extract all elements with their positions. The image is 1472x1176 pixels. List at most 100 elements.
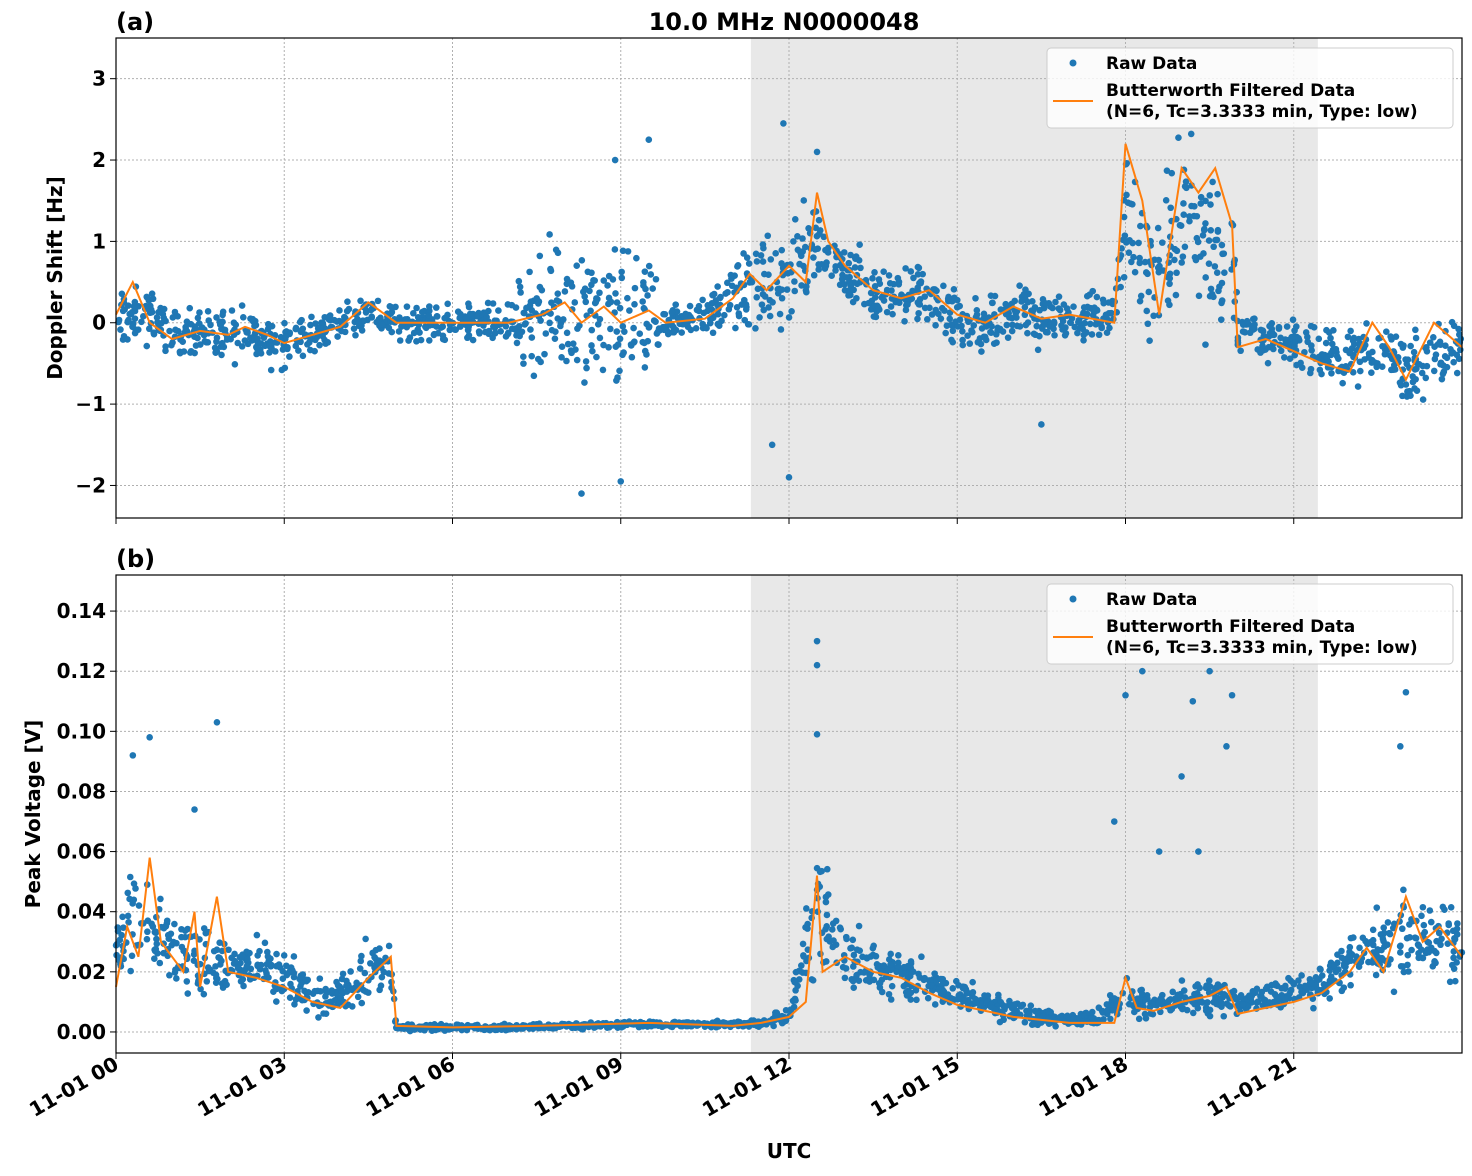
raw-data-point [641, 364, 649, 371]
raw-data-point [1413, 387, 1421, 394]
raw-data-point [425, 337, 433, 344]
raw-data-point [124, 336, 131, 343]
raw-data-point [1396, 942, 1404, 950]
raw-data-point [972, 999, 980, 1007]
raw-data-point [1099, 296, 1107, 304]
raw-data-point [809, 976, 817, 984]
raw-data-point [173, 975, 180, 982]
raw-data-point [1291, 342, 1298, 350]
raw-data-point [1197, 193, 1205, 201]
raw-data-point [376, 957, 383, 964]
raw-data-point [1136, 259, 1143, 267]
raw-data-point [1195, 292, 1203, 300]
raw-data-point [829, 943, 837, 951]
raw-data-point [1158, 239, 1166, 246]
raw-data-point [908, 295, 916, 302]
raw-data-point [367, 960, 374, 967]
raw-data-point [599, 366, 607, 374]
raw-data-point [780, 120, 787, 127]
raw-data-point [937, 975, 945, 983]
raw-data-point [968, 328, 976, 336]
raw-data-point [348, 1003, 356, 1010]
raw-data-point [131, 315, 139, 322]
raw-data-point [1447, 346, 1454, 353]
raw-data-point [581, 293, 589, 300]
raw-data-point [902, 970, 909, 978]
raw-data-point [1355, 335, 1363, 343]
raw-data-point [1346, 943, 1354, 951]
raw-data-point [324, 339, 332, 346]
raw-data-point [196, 936, 203, 943]
raw-data-point [614, 341, 622, 348]
raw-data-point [385, 942, 393, 950]
raw-data-point [1197, 997, 1205, 1005]
raw-data-point [271, 348, 279, 355]
raw-data-point [1368, 369, 1375, 376]
raw-data-point [937, 315, 945, 322]
raw-data-point [1034, 346, 1042, 354]
raw-data-point [950, 286, 958, 293]
raw-data-point [1218, 279, 1226, 287]
raw-data-point [343, 982, 350, 990]
raw-data-point [297, 338, 304, 346]
raw-data-point [533, 295, 541, 302]
raw-data-point [932, 306, 940, 314]
raw-data-point [298, 316, 305, 324]
raw-data-point [1409, 373, 1417, 380]
raw-data-point [273, 998, 280, 1005]
raw-data-point [778, 246, 786, 254]
raw-data-point [799, 235, 806, 242]
raw-data-point [166, 971, 173, 979]
raw-data-point [466, 310, 474, 318]
raw-data-point [374, 297, 382, 305]
raw-data-point [1137, 222, 1144, 230]
raw-data-point [1301, 348, 1308, 356]
raw-data-point [304, 341, 311, 348]
raw-data-point [1451, 935, 1458, 942]
raw-data-point [125, 918, 132, 926]
raw-data-point [1405, 968, 1412, 975]
raw-data-point [1052, 298, 1059, 306]
raw-data-point [813, 661, 821, 669]
raw-data-point [1308, 342, 1315, 349]
raw-data-point [446, 326, 454, 334]
raw-data-point [497, 327, 505, 335]
raw-data-point [596, 315, 604, 323]
raw-data-point [1246, 329, 1254, 337]
raw-data-point [1369, 926, 1377, 934]
raw-data-point [1086, 320, 1094, 328]
raw-data-point [191, 349, 198, 357]
raw-data-point [1404, 356, 1412, 364]
raw-data-point [1399, 344, 1407, 351]
raw-data-point [286, 353, 293, 360]
raw-data-point [465, 331, 473, 339]
raw-data-point [1293, 323, 1300, 330]
raw-data-point [1206, 667, 1213, 675]
raw-data-point [1230, 987, 1238, 995]
y-tick-label: 0.12 [57, 659, 106, 683]
raw-data-point [604, 282, 611, 289]
raw-data-point [668, 321, 676, 329]
raw-data-point [1025, 290, 1032, 298]
raw-data-point [1439, 362, 1447, 369]
raw-data-point [328, 987, 336, 994]
raw-data-point [1080, 304, 1088, 311]
raw-data-point [433, 312, 441, 320]
raw-data-point [1349, 369, 1357, 376]
raw-data-point [1181, 243, 1189, 251]
raw-data-point [311, 347, 318, 355]
raw-data-point [883, 308, 891, 316]
raw-data-point [148, 290, 156, 297]
raw-data-point [1155, 848, 1163, 855]
raw-data-point [642, 285, 649, 293]
raw-data-point [257, 350, 265, 357]
raw-data-point [1418, 369, 1426, 377]
raw-data-point [816, 230, 823, 238]
raw-data-point [742, 301, 750, 308]
raw-data-point [1312, 973, 1320, 981]
raw-data-point [1445, 921, 1453, 929]
raw-data-point [907, 268, 915, 275]
raw-data-point [405, 320, 412, 328]
raw-data-point [536, 252, 544, 260]
raw-data-point [856, 241, 863, 248]
